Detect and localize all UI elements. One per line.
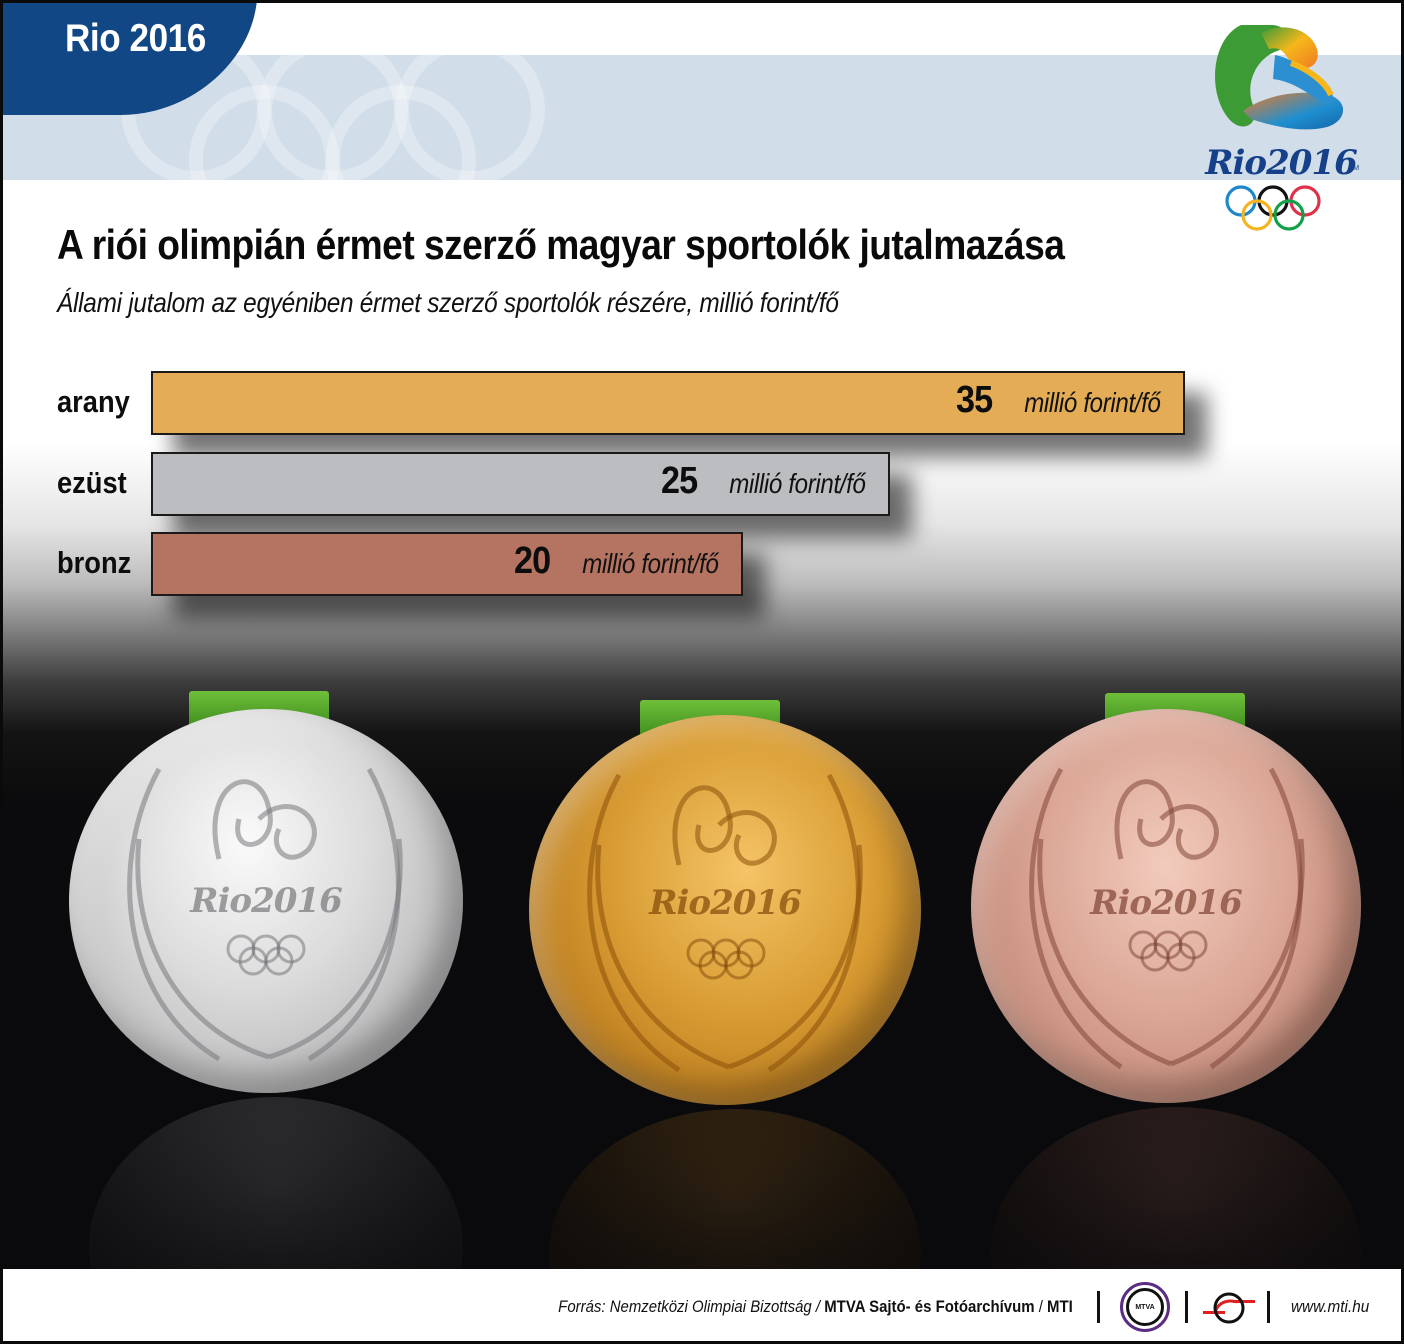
mtva-logo-text: MTVA — [1126, 1288, 1164, 1326]
rio-2016-wordmark: Rio2016 — [1205, 143, 1357, 183]
bar-silver: 25 millió forint/fő — [151, 452, 890, 516]
bar-label: ezüst — [57, 465, 127, 500]
olympic-rings-icon — [1225, 185, 1321, 231]
medal-laurel-icon — [127, 767, 403, 1062]
footer-divider — [1267, 1291, 1270, 1323]
chart-subtitle: Állami jutalom az egyéniben érmet szerző… — [57, 287, 839, 318]
bar-gold: 35 millió forint/fő — [151, 371, 1185, 435]
bar-row-silver: ezüst 25 millió forint/fő — [3, 452, 1401, 516]
footer-divider — [1185, 1291, 1188, 1323]
bar-value-label: 20 millió forint/fő — [512, 540, 719, 583]
source-credit: Forrás: Nemzetközi Olimpiai Bizottság / … — [558, 1297, 1073, 1317]
bar-row-bronze: bronz 20 millió forint/fő — [3, 532, 1401, 596]
source-prefix: Forrás: Nemzetközi Olimpiai Bizottság / — [558, 1297, 821, 1316]
rio-emblem-icon — [1215, 25, 1344, 130]
bar-value-label: 25 millió forint/fő — [659, 460, 866, 503]
mti-logo-icon — [1203, 1292, 1255, 1324]
bar-value-unit: millió forint/fő — [582, 548, 720, 579]
header-band — [3, 55, 1401, 180]
bar-bronze: 20 millió forint/fő — [151, 532, 743, 596]
medal-engraving-text: Rio2016 — [1090, 883, 1242, 923]
bronze-medal: Rio2016 — [971, 709, 1361, 1103]
bar-value-unit: millió forint/fő — [1024, 387, 1162, 418]
source-agency: MTI — [1047, 1297, 1073, 1316]
header-tab-label: Rio 2016 — [65, 17, 206, 60]
footer: Forrás: Nemzetközi Olimpiai Bizottság / … — [3, 1269, 1401, 1341]
medal-engraving-text: Rio2016 — [649, 883, 801, 923]
medal-engraving-text: Rio2016 — [190, 881, 342, 921]
source-archive: MTVA Sajtó- és Fotóarchívum — [824, 1297, 1035, 1316]
bar-value-number: 35 — [956, 379, 993, 421]
medal-laurel-icon — [1029, 767, 1305, 1070]
mtva-logo: MTVA — [1120, 1282, 1170, 1332]
bar-label: bronz — [57, 545, 132, 580]
gold-medal: Rio2016 — [529, 715, 921, 1105]
source-separator: / — [1038, 1297, 1044, 1316]
website-link[interactable]: www.mti.hu — [1291, 1297, 1370, 1316]
bar-label: arany — [57, 384, 130, 419]
bar-value-number: 20 — [514, 540, 551, 582]
footer-divider — [1097, 1291, 1100, 1323]
bar-value-label: 35 millió forint/fő — [954, 379, 1161, 422]
trademark-symbol: TM — [1349, 165, 1360, 172]
medal-laurel-icon — [587, 773, 863, 1073]
bar-row-gold: arany 35 millió forint/fő — [3, 371, 1401, 435]
bar-value-unit: millió forint/fő — [729, 468, 867, 499]
silver-medal: Rio2016 — [69, 709, 463, 1093]
rio-2016-logo: Rio2016 TM — [1199, 15, 1369, 231]
bar-value-number: 25 — [661, 460, 698, 502]
chart-title: A riói olimpián érmet szerző magyar spor… — [57, 221, 1065, 268]
